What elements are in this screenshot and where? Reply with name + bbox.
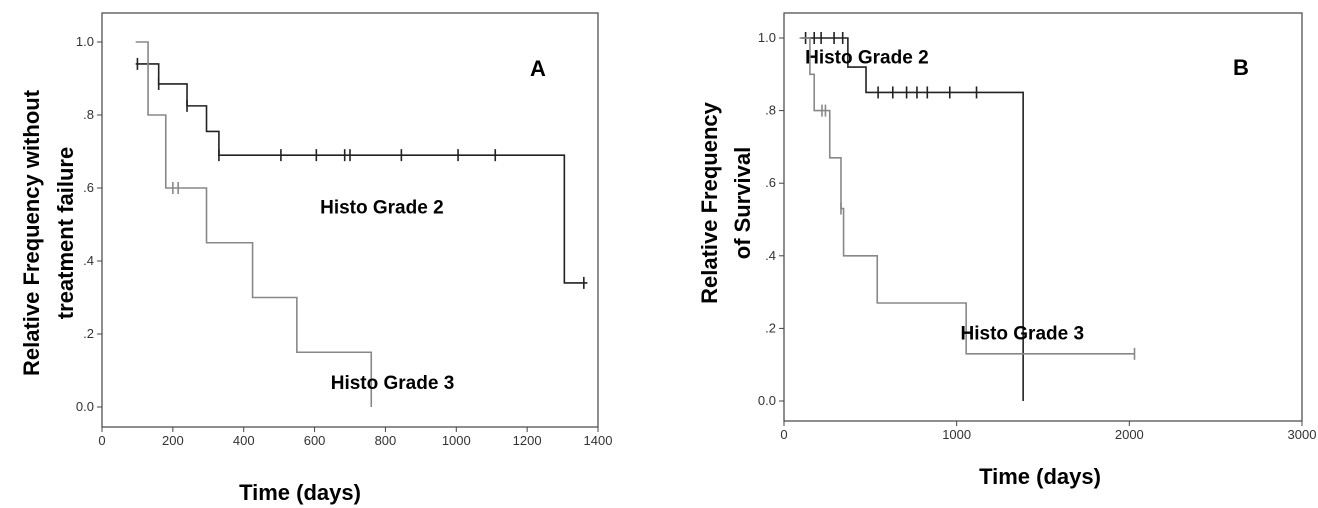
x-tick-label: 600: [304, 433, 326, 448]
x-tick-label: 200: [162, 433, 184, 448]
x-axis-title: Time (days): [979, 464, 1101, 489]
series-line-histo-grade-3: [135, 41, 373, 407]
series-label-histo-grade-3: Histo Grade 3: [961, 323, 1085, 344]
x-axis-title: Time (days): [239, 480, 361, 505]
y-tick-label: 0.0: [76, 399, 94, 414]
y-tick-label: .2: [765, 320, 776, 335]
y-tick-label: .2: [83, 326, 94, 341]
x-tick-label: 1000: [442, 433, 471, 448]
panel-letter: A: [530, 56, 546, 81]
y-axis-title-line: of Survival: [730, 147, 755, 259]
x-tick-label: 1200: [513, 433, 542, 448]
y-tick-label: .4: [83, 253, 94, 268]
y-tick-label: .8: [83, 107, 94, 122]
series-label-histo-grade-2: Histo Grade 2: [805, 47, 929, 68]
x-tick-label: 1000: [942, 427, 971, 442]
series-line-histo-grade-2: [135, 63, 588, 284]
x-tick-label: 1400: [584, 433, 613, 448]
plot-frame: [783, 12, 1303, 422]
series-line-histo-grade-2: [801, 37, 1024, 401]
y-tick-label: .6: [83, 180, 94, 195]
chart-panel-b: 0 1000 2000 3000 0.0 .2 .4 .6 .8 1.0 Time (days) Re…: [697, 12, 1317, 489]
y-tick-label: .8: [765, 103, 776, 118]
y-tick-label: .6: [765, 175, 776, 190]
series-label-histo-grade-3: Histo Grade 3: [331, 373, 455, 394]
x-tick-label: 0: [98, 433, 105, 448]
x-tick-label: 800: [375, 433, 397, 448]
plot-frame: [101, 12, 599, 428]
y-axis-title-line: treatment failure: [53, 147, 78, 319]
y-tick-label: 0.0: [758, 393, 776, 408]
x-tick-label: 3000: [1288, 427, 1317, 442]
x-tick-label: 0: [780, 427, 787, 442]
x-tick-label: 400: [233, 433, 255, 448]
chart-panel-a: 0 200 400 600 800 1000 1200 1400 0.0 .2 .4 .6 .8 1.0 T…: [19, 12, 613, 505]
y-tick-label: .4: [765, 248, 776, 263]
y-axis-title-line: Relative Frequency without: [19, 89, 44, 376]
panel-letter: B: [1233, 55, 1249, 80]
series-label-histo-grade-2: Histo Grade 2: [320, 198, 444, 219]
y-tick-label: 1.0: [76, 34, 94, 49]
x-tick-label: 2000: [1115, 427, 1144, 442]
y-tick-label: 1.0: [758, 30, 776, 45]
y-axis-title-line: Relative Frequency: [697, 101, 722, 304]
series-line-histo-grade-3: [799, 37, 1135, 355]
